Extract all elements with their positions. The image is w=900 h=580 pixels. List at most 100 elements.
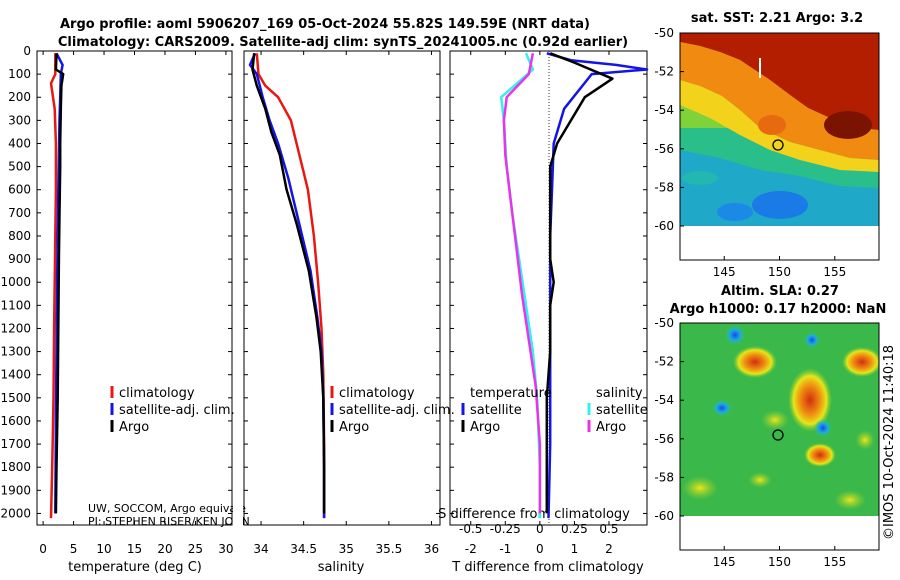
x-tick-label: -1 [499, 542, 511, 556]
sst-map-image [680, 33, 879, 226]
depth-axis: 0 100 200 300 400 500 600 700 800 900 1000 1100 1200… [0, 44, 31, 520]
y-tick-label: 800 [8, 229, 31, 243]
salinity-xlabel: salinity [318, 560, 365, 575]
series-line-climatology [49, 53, 58, 519]
difference-xlabel: T difference from climatology [451, 560, 644, 575]
credit-line1: UW, SOCCOM, Argo equivale [88, 502, 246, 515]
map-x-tick-label: 145 [713, 555, 736, 569]
difference-x-axis: -2 -1 0 1 2 [450, 50, 647, 556]
y-tick-label: 500 [8, 160, 31, 174]
difference-legend: temperature satellite Argo salinity sate… [461, 386, 648, 435]
map-y-tick-label: -56 [654, 142, 674, 156]
salinity-panel [243, 50, 441, 526]
y-tick-label: 2000 [0, 506, 31, 520]
difference-xlabel-top: S difference from climatology [438, 507, 630, 522]
difference-series [499, 52, 649, 519]
legend-label-argo-temperature: Argo [470, 420, 500, 435]
legend-label-climatology: climatology [119, 386, 195, 401]
salinity-series [248, 52, 326, 519]
y-tick-label: 1600 [0, 414, 31, 428]
map-y-tick-label: -50 [654, 316, 674, 330]
y-tick-label: 1000 [0, 275, 31, 289]
x-top-tick-label: 0.5 [599, 522, 618, 536]
sla-map-title: Altim. SLA: 0.27 [721, 284, 839, 299]
series-line-argo-salinity [502, 53, 542, 514]
x-top-tick-label: -0.5 [459, 522, 482, 536]
temperature-x-axis: 0 5 10 15 20 25 30 [37, 50, 234, 556]
legend-label-climatology: climatology [339, 386, 415, 401]
difference-panel [449, 50, 648, 526]
y-tick-label: 1700 [0, 437, 31, 451]
x-top-tick-label: -0.25 [490, 522, 521, 536]
map-y-tick-label: -60 [654, 509, 674, 523]
x-tick-label: 10 [96, 542, 111, 556]
map-y-tick-label: -56 [654, 432, 674, 446]
map-y-tick-label: -58 [654, 180, 674, 194]
y-tick-label: 100 [8, 67, 31, 81]
series-line-argo [251, 53, 326, 514]
legend-label-argo: Argo [119, 420, 149, 435]
y-tick-label: 200 [8, 90, 31, 104]
legend-label-argo: Argo [339, 420, 369, 435]
series-line-climatology [255, 53, 326, 519]
x-tick-label: -2 [465, 542, 477, 556]
legend-heading-salinity: salinity [596, 386, 643, 401]
x-top-tick-label: 0.25 [561, 522, 588, 536]
credit-line2: PI: STEPHEN RISER/KEN JOHN [88, 515, 250, 528]
map-x-tick-label: 145 [713, 265, 736, 279]
imos-watermark: ©IMOS 10-Oct-2024 11:40:18 [882, 345, 897, 540]
y-tick-label: 1200 [0, 321, 31, 335]
map-y-tick-label: -52 [654, 355, 674, 369]
x-tick-label: 35 [339, 542, 354, 556]
figure-title-line2: Climatology: CARS2009. Satellite-adj cli… [58, 35, 628, 50]
map-y-tick-label: -54 [654, 393, 674, 407]
map-y-tick-label: -58 [654, 470, 674, 484]
y-tick-label: 1900 [0, 483, 31, 497]
sla-map-image [680, 323, 879, 516]
x-tick-label: 36 [424, 542, 439, 556]
y-tick-label: 1400 [0, 368, 31, 382]
x-tick-label: 1 [571, 542, 579, 556]
x-tick-label: 15 [127, 542, 142, 556]
map-x-tick-label: 150 [768, 265, 791, 279]
sla-map-axes: -50 -52 -54 -56 -58 -60 145 150 155 [654, 316, 846, 569]
series-line-satellite-temperature [546, 52, 649, 519]
legend-label-satellite-clim: satellite-adj. clim. [119, 403, 235, 418]
x-tick-label: 20 [157, 542, 172, 556]
series-line-argo-temperature [545, 52, 614, 514]
sla-map-subtitle: Argo h1000: 0.17 h2000: NaN [670, 302, 887, 317]
x-tick-label: 30 [218, 542, 233, 556]
legend-heading-temperature: temperature [470, 386, 552, 401]
series-line-satellite-adj-clim- [248, 52, 326, 519]
sst-map-axes: -50 -52 -54 -56 -58 -60 145 150 155 [654, 26, 846, 279]
y-tick-label: 0 [23, 44, 31, 58]
y-tick-label: 600 [8, 183, 31, 197]
y-tick-label: 1800 [0, 460, 31, 474]
y-tick-label: 1100 [0, 298, 31, 312]
map-y-tick-label: -50 [654, 26, 674, 40]
series-line-argo [54, 53, 65, 514]
x-tick-label: 0 [536, 542, 544, 556]
salinity-x-axis: 34 34.5 35 35.5 36 [244, 50, 440, 556]
x-tick-label: 5 [70, 542, 78, 556]
x-tick-label: 34 [253, 542, 268, 556]
sst-argo-marker [772, 139, 784, 151]
temperature-xlabel: temperature (deg C) [68, 560, 202, 575]
salinity-legend: climatology satellite-adj. clim. Argo [330, 386, 455, 435]
sst-map-title: sat. SST: 2.21 Argo: 3.2 [691, 11, 863, 26]
credit-clip-mask [233, 500, 243, 530]
temperature-series [49, 52, 65, 519]
salinity-difference-axis: -0.5 -0.25 0 0.25 0.5 [459, 522, 619, 536]
legend-label-satellite-clim: satellite-adj. clim. [339, 403, 455, 418]
legend-label-satellite-salinity: satellite [596, 403, 648, 418]
map-x-tick-label: 155 [823, 265, 846, 279]
legend-label-argo-salinity: Argo [596, 420, 626, 435]
y-tick-label: 1300 [0, 345, 31, 359]
x-tick-label: 34.5 [290, 542, 317, 556]
y-tick-label: 700 [8, 206, 31, 220]
temperature-panel [36, 50, 233, 526]
figure-title-line1: Argo profile: aoml 5906207_169 05-Oct-20… [60, 17, 590, 32]
y-tick-label: 300 [8, 113, 31, 127]
y-tick-label: 400 [8, 136, 31, 150]
